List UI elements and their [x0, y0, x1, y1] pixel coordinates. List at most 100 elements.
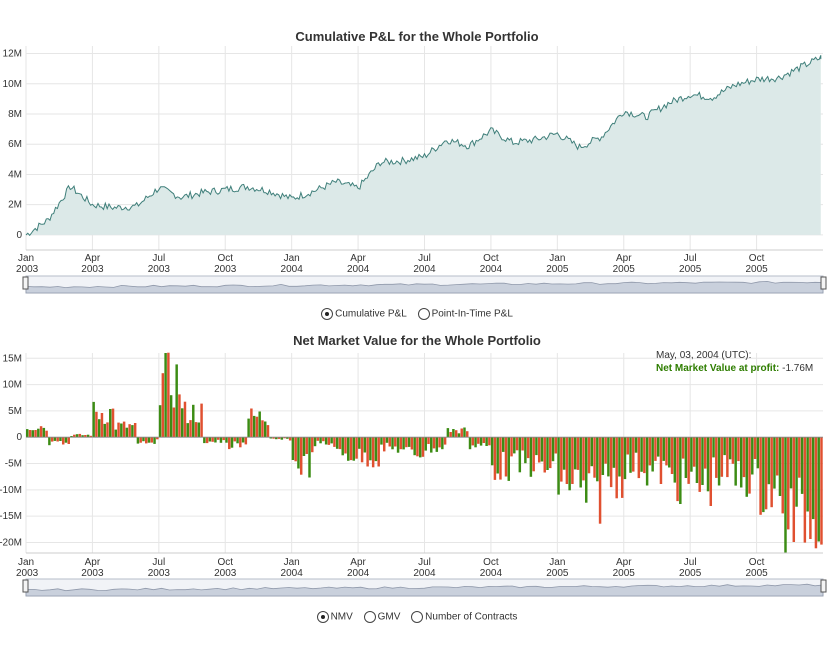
- nmv-bar[interactable]: [341, 437, 344, 456]
- nmv-bar[interactable]: [269, 437, 272, 439]
- nmv-bar[interactable]: [565, 437, 569, 484]
- nmv-bar[interactable]: [452, 429, 455, 438]
- nmv-bar[interactable]: [131, 425, 134, 438]
- nmv-bar[interactable]: [446, 428, 450, 438]
- nmv-bar[interactable]: [286, 437, 289, 439]
- nmv-bar[interactable]: [100, 413, 104, 438]
- nmv-bar[interactable]: [31, 430, 34, 438]
- nmv-bar[interactable]: [333, 437, 336, 447]
- nmv-bar[interactable]: [150, 437, 153, 443]
- nmv-bar[interactable]: [355, 437, 358, 459]
- nmv-bar[interactable]: [158, 405, 162, 438]
- nmv-bar[interactable]: [322, 437, 325, 442]
- nmv-bar[interactable]: [715, 437, 718, 478]
- nmv-bar[interactable]: [109, 409, 112, 438]
- nmv-bar[interactable]: [709, 437, 713, 506]
- nmv-bar[interactable]: [482, 437, 486, 443]
- nmv-bar[interactable]: [521, 437, 524, 451]
- nmv-bar[interactable]: [92, 401, 95, 438]
- nmv-bar[interactable]: [255, 416, 259, 438]
- nmv-bar[interactable]: [427, 437, 430, 444]
- nmv-bar[interactable]: [266, 425, 270, 438]
- nmv-bar[interactable]: [717, 437, 721, 486]
- nmv-bar[interactable]: [313, 437, 317, 447]
- nmv-bar[interactable]: [662, 437, 665, 461]
- nmv-bar[interactable]: [609, 437, 613, 488]
- nmv-bar[interactable]: [648, 437, 652, 466]
- nmv-bar[interactable]: [48, 437, 51, 446]
- nmv-bar[interactable]: [283, 437, 286, 439]
- nmv-bar[interactable]: [443, 437, 447, 445]
- nmv-bar[interactable]: [244, 437, 248, 445]
- nmv-bar[interactable]: [513, 437, 516, 454]
- nmv-bar[interactable]: [795, 437, 798, 507]
- nmv-bar[interactable]: [549, 437, 552, 469]
- nmv-bar[interactable]: [86, 434, 90, 438]
- nmv-bar[interactable]: [205, 437, 209, 444]
- nmv-bar[interactable]: [490, 437, 494, 466]
- nmv-bar[interactable]: [299, 437, 303, 475]
- nmv-bar[interactable]: [773, 437, 776, 489]
- nmv-bar[interactable]: [620, 437, 624, 498]
- nmv-bar[interactable]: [225, 437, 228, 443]
- nmv-bar[interactable]: [75, 434, 79, 438]
- nmv-bar[interactable]: [806, 437, 809, 512]
- nmv-bar[interactable]: [479, 437, 483, 446]
- nmv-bar[interactable]: [360, 437, 364, 463]
- nmv-bar[interactable]: [654, 437, 657, 461]
- nmv-bar[interactable]: [596, 437, 599, 482]
- nmv-bar[interactable]: [798, 437, 801, 478]
- nmv-bar[interactable]: [626, 437, 629, 455]
- nmv-bar[interactable]: [537, 437, 541, 463]
- nmv-bar[interactable]: [352, 437, 356, 461]
- nmv-bar[interactable]: [676, 437, 679, 502]
- nmv-bar[interactable]: [501, 437, 505, 452]
- nmv-bar[interactable]: [781, 437, 784, 514]
- nmv-bar[interactable]: [598, 437, 602, 524]
- nmv-bar[interactable]: [228, 437, 231, 450]
- nmv-bar[interactable]: [26, 429, 29, 438]
- nmv-bar[interactable]: [136, 437, 140, 444]
- nmv-bar[interactable]: [579, 437, 582, 488]
- nmv-bar[interactable]: [219, 437, 223, 443]
- nmv-bar[interactable]: [526, 437, 530, 459]
- nmv-bar[interactable]: [142, 437, 145, 442]
- nmv-bar[interactable]: [737, 437, 740, 462]
- nmv-bar[interactable]: [745, 437, 748, 497]
- nmv-bar[interactable]: [421, 437, 425, 457]
- nmv-bar[interactable]: [222, 437, 225, 441]
- nmv-bar[interactable]: [477, 437, 480, 444]
- nmv-bar[interactable]: [272, 437, 275, 439]
- nmv-bar[interactable]: [382, 437, 386, 452]
- nmv-bar[interactable]: [731, 437, 735, 464]
- nmv-bar[interactable]: [169, 395, 173, 438]
- nmv-bar[interactable]: [775, 437, 779, 476]
- nmv-bar[interactable]: [762, 437, 765, 513]
- nmv-bar[interactable]: [645, 437, 649, 486]
- nmv-bar[interactable]: [499, 437, 502, 480]
- nmv-bar[interactable]: [84, 435, 87, 438]
- nmv-bar[interactable]: [789, 437, 793, 489]
- nmv-bar[interactable]: [89, 435, 93, 438]
- nmv-bar[interactable]: [120, 423, 123, 438]
- nmv-bar[interactable]: [764, 437, 768, 510]
- nmv-bar[interactable]: [396, 437, 400, 453]
- nmv-bar[interactable]: [571, 437, 574, 484]
- nmv-bar[interactable]: [214, 437, 217, 443]
- nmv-bar[interactable]: [208, 437, 212, 442]
- nmv-bar[interactable]: [263, 421, 267, 438]
- nmv-bar[interactable]: [344, 437, 347, 454]
- nmv-bar[interactable]: [814, 437, 818, 549]
- nmv-bar[interactable]: [78, 433, 82, 438]
- nmv-bar[interactable]: [692, 437, 696, 467]
- nmv-bar[interactable]: [385, 437, 389, 443]
- nmv-bar[interactable]: [441, 437, 444, 450]
- nmv-bar[interactable]: [673, 437, 677, 483]
- nmv-bar[interactable]: [275, 437, 278, 440]
- nmv-bar[interactable]: [748, 437, 751, 494]
- nmv-bar[interactable]: [800, 437, 804, 494]
- nmv-bar[interactable]: [681, 437, 685, 459]
- nmv-bar[interactable]: [261, 420, 264, 438]
- nmv-bar[interactable]: [64, 437, 68, 443]
- nmv-bar[interactable]: [739, 437, 743, 488]
